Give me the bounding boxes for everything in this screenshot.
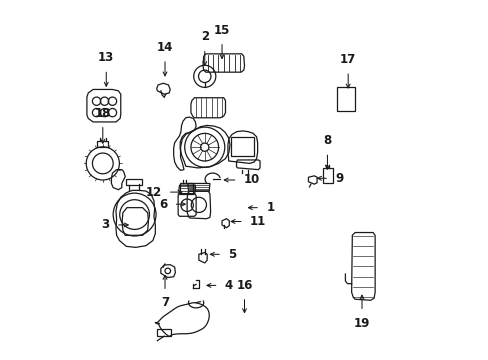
Text: 8: 8 (323, 134, 331, 147)
Text: 2: 2 (200, 31, 208, 44)
Text: 19: 19 (353, 316, 369, 329)
Text: 7: 7 (161, 297, 169, 310)
Text: 12: 12 (145, 186, 161, 199)
Text: 17: 17 (339, 53, 356, 66)
Text: 14: 14 (157, 41, 173, 54)
Text: 10: 10 (244, 174, 260, 186)
Text: 9: 9 (335, 172, 343, 185)
Text: 5: 5 (228, 248, 236, 261)
Text: 16: 16 (236, 279, 252, 292)
Text: 15: 15 (213, 23, 230, 37)
Text: 13: 13 (98, 51, 114, 64)
Text: 4: 4 (224, 279, 233, 292)
Text: 6: 6 (159, 198, 167, 211)
Text: 11: 11 (249, 215, 266, 228)
Text: 1: 1 (266, 201, 274, 214)
Text: 3: 3 (102, 219, 109, 231)
Text: 18: 18 (94, 107, 111, 120)
